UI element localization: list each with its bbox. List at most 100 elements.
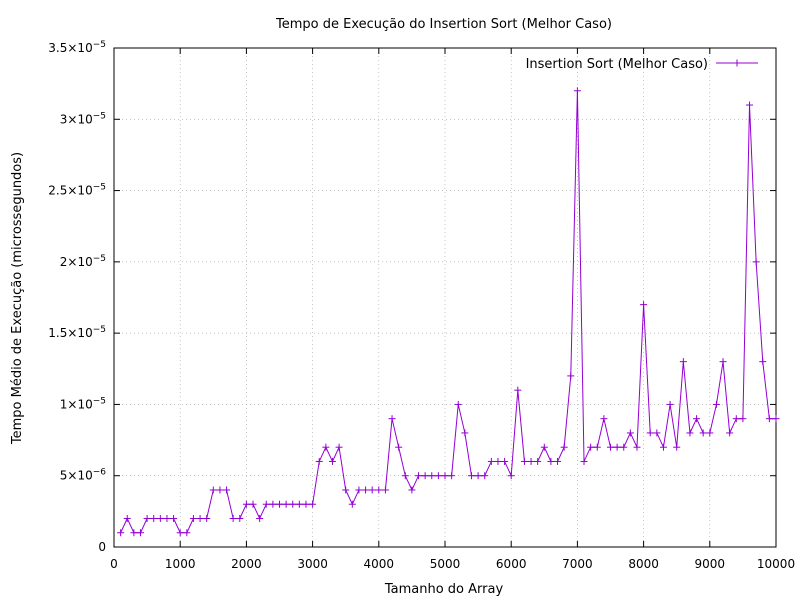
y-tick-label: 1.5×10−5 xyxy=(48,325,106,340)
data-point xyxy=(481,472,489,480)
data-point xyxy=(573,87,581,95)
data-point xyxy=(487,457,495,465)
data-point xyxy=(236,514,244,522)
data-point xyxy=(752,258,760,266)
data-point xyxy=(587,443,595,451)
data-point xyxy=(322,443,330,451)
x-tick-label: 9000 xyxy=(695,557,726,571)
data-point xyxy=(560,443,568,451)
x-tick-labels: 0 1000 2000 3000 4000 5000 6000 7000 8000 9000 100… xyxy=(110,557,795,571)
data-point xyxy=(223,486,231,494)
legend-label: Insertion Sort (Melhor Caso) xyxy=(526,57,708,72)
data-point xyxy=(196,514,204,522)
data-point xyxy=(527,457,535,465)
data-point xyxy=(679,358,687,366)
data-point xyxy=(282,500,290,508)
data-point xyxy=(216,486,224,494)
data-point xyxy=(646,429,654,437)
data-point xyxy=(428,472,436,480)
data-point xyxy=(136,529,144,537)
data-point xyxy=(600,415,608,423)
data-point xyxy=(726,429,734,437)
data-point xyxy=(203,514,211,522)
data-point xyxy=(276,500,283,508)
data-point xyxy=(362,486,370,494)
data-point xyxy=(421,472,429,480)
data-point xyxy=(150,514,158,522)
data-point xyxy=(183,529,191,537)
data-point xyxy=(269,500,277,508)
data-point xyxy=(170,514,178,522)
data-point xyxy=(699,429,707,437)
x-tick-label: 5000 xyxy=(430,557,461,571)
data-point xyxy=(262,500,270,508)
data-point xyxy=(441,472,449,480)
data-point xyxy=(554,457,562,465)
y-tick-label: 5×10−6 xyxy=(60,468,107,483)
data-point xyxy=(474,472,482,480)
data-point xyxy=(732,415,740,423)
legend: Insertion Sort (Melhor Caso) xyxy=(526,57,758,72)
data-point xyxy=(309,500,317,508)
data-point xyxy=(719,358,727,366)
data-point xyxy=(759,358,767,366)
data-point xyxy=(401,472,409,480)
x-tick-label: 8000 xyxy=(628,557,659,571)
data-point xyxy=(176,529,184,537)
data-point xyxy=(388,415,396,423)
data-point xyxy=(507,472,515,480)
x-tick-label: 10000 xyxy=(757,557,795,571)
x-tick-label: 6000 xyxy=(496,557,527,571)
data-point xyxy=(547,457,555,465)
x-tick-label: 0 xyxy=(110,557,118,571)
data-point xyxy=(415,472,423,480)
series-line xyxy=(120,90,776,534)
data-point xyxy=(607,443,614,451)
data-point xyxy=(156,514,164,522)
data-point xyxy=(348,500,356,508)
y-tick-labels: 0 5×10−6 1×10−5 1.5×10−5 2×10−5 2.5×10−5 3×10−… xyxy=(48,40,106,554)
data-point xyxy=(143,514,151,522)
data-point xyxy=(693,415,701,423)
data-point xyxy=(765,415,773,423)
data-point xyxy=(289,500,297,508)
data-point xyxy=(653,429,661,437)
data-point xyxy=(746,101,754,109)
data-point xyxy=(381,486,389,494)
x-tick-label: 3000 xyxy=(297,557,328,571)
data-point xyxy=(395,443,403,451)
series-layer xyxy=(117,87,780,537)
x-tick-label: 1000 xyxy=(165,557,196,571)
data-point xyxy=(772,415,780,423)
data-point xyxy=(633,443,641,451)
y-tick-label: 0 xyxy=(98,540,106,554)
data-point xyxy=(328,457,336,465)
data-point xyxy=(494,457,502,465)
data-point xyxy=(249,500,257,508)
data-point xyxy=(189,514,197,522)
data-point xyxy=(229,514,237,522)
data-point xyxy=(593,443,601,451)
data-point xyxy=(375,486,383,494)
data-point xyxy=(256,514,264,522)
data-point xyxy=(501,457,509,465)
data-point xyxy=(368,486,376,494)
data-point xyxy=(706,429,714,437)
x-tick-label: 2000 xyxy=(231,557,262,571)
y-tick-label: 3×10−5 xyxy=(60,111,106,126)
data-point xyxy=(117,529,125,537)
data-point xyxy=(295,500,303,508)
data-point xyxy=(123,514,131,522)
data-point xyxy=(567,372,575,380)
y-tick-label: 2.5×10−5 xyxy=(48,183,106,198)
data-point xyxy=(673,443,681,451)
y-tick-label: 3.5×10−5 xyxy=(48,40,106,55)
axis-ticks xyxy=(113,47,777,548)
data-point xyxy=(580,457,588,465)
data-point xyxy=(355,486,363,494)
data-point xyxy=(666,400,674,408)
y-axis-title: Tempo Médio de Execução (microssegundos) xyxy=(10,152,25,445)
data-point xyxy=(302,500,310,508)
data-point xyxy=(461,429,469,437)
